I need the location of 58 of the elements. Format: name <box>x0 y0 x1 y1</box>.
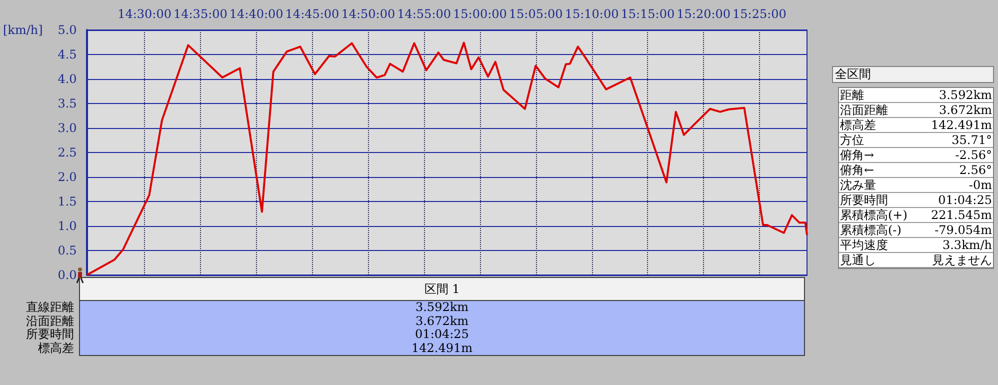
text: 35.71° <box>952 133 992 147</box>
text: 区間 1 <box>79 277 805 301</box>
y-tick-label: 1.5 <box>58 194 77 208</box>
text: 01:04:25 <box>938 193 992 207</box>
text: -2.56° <box>955 148 992 162</box>
text: 2.56° <box>959 163 992 177</box>
text: 見えません <box>932 253 992 267</box>
text: -0m <box>968 178 992 192</box>
x-tick-label: 14:40:00 <box>229 7 284 21</box>
text: 距離 <box>840 88 864 102</box>
y-tick-label: 0.0 <box>58 268 77 282</box>
x-tick-label: 15:10:00 <box>564 7 619 21</box>
text: 142.491m <box>410 340 474 355</box>
text: 3.672km <box>938 103 992 117</box>
y-tick-label: 4.5 <box>58 48 77 62</box>
x-tick-label: 15:05:00 <box>508 7 563 21</box>
text: 所要時間 <box>840 193 888 207</box>
text: 直線距離 <box>25 300 74 314</box>
y-tick-label: 3.0 <box>58 121 77 135</box>
text: 01:04:25 <box>414 327 470 342</box>
text: 全区間 <box>832 66 994 83</box>
text: -79.054m <box>934 223 992 237</box>
x-tick-label: 14:30:00 <box>118 7 172 21</box>
x-tick-label: 14:45:00 <box>285 7 340 21</box>
x-tick-label: 14:55:00 <box>397 7 452 21</box>
y-tick-label: 2.0 <box>58 170 77 184</box>
x-tick-label: 15:20:00 <box>676 7 731 21</box>
text: 沿面距離 <box>25 314 74 328</box>
text: 142.491m <box>930 118 992 132</box>
text: 俯角→ <box>840 148 874 162</box>
x-tick-label: 14:35:00 <box>173 7 228 21</box>
text: 沈み量 <box>840 178 876 192</box>
x-tick-label: 15:15:00 <box>620 7 675 21</box>
text: 累積標高(+) <box>840 208 908 222</box>
text: 所要時間 <box>25 327 74 342</box>
y-tick-label: 2.5 <box>58 146 77 160</box>
x-tick-label: 15:00:00 <box>453 7 507 21</box>
y-axis-title: [km/h] <box>2 23 43 37</box>
text: 標高差 <box>840 118 876 132</box>
text: 見通し <box>840 253 876 267</box>
text: 3.592km <box>938 88 992 102</box>
text: 3.3km/h <box>942 238 992 252</box>
x-tick-label: 15:25:00 <box>732 7 786 21</box>
y-tick-label: 0.5 <box>58 244 77 258</box>
text: 標高差 <box>37 340 74 355</box>
y-tick-label: 3.5 <box>58 96 77 110</box>
x-tick-label: 14:50:00 <box>341 7 396 21</box>
y-tick-label: 4.0 <box>58 72 77 86</box>
text: 3.592km <box>414 300 470 314</box>
text: 沿面距離 <box>840 103 888 117</box>
text: 平均速度 <box>840 238 888 252</box>
text: 方位 <box>840 133 864 147</box>
y-tick-label: 1.0 <box>58 219 77 233</box>
text: 3.672km <box>414 314 470 328</box>
text: 221.545m <box>930 208 992 222</box>
text: 俯角← <box>840 163 874 177</box>
text: 累積標高(-) <box>840 223 902 237</box>
y-tick-label: 5.0 <box>58 23 77 37</box>
